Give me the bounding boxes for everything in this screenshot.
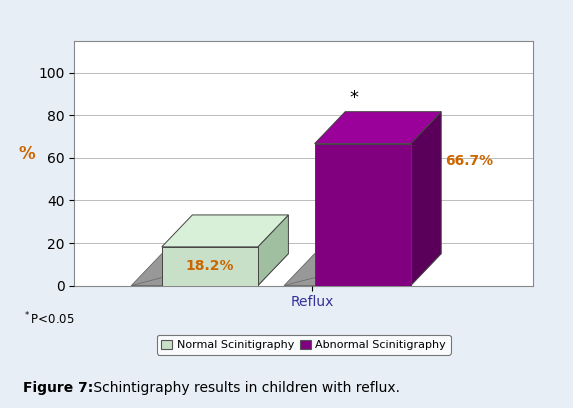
Bar — [162, 247, 258, 286]
Bar — [315, 144, 411, 286]
Polygon shape — [162, 215, 288, 247]
Polygon shape — [284, 277, 411, 286]
Polygon shape — [380, 254, 441, 286]
Polygon shape — [227, 254, 288, 286]
Polygon shape — [258, 215, 288, 286]
Text: Figure 7:: Figure 7: — [23, 381, 93, 395]
Polygon shape — [131, 277, 258, 286]
Text: 66.7%: 66.7% — [446, 154, 494, 168]
Polygon shape — [315, 112, 441, 144]
Y-axis label: %: % — [19, 145, 36, 163]
Text: Schintigraphy results in children with reflux.: Schintigraphy results in children with r… — [89, 381, 400, 395]
Text: 18.2%: 18.2% — [186, 259, 234, 273]
Text: $^*$P<0.05: $^*$P<0.05 — [23, 311, 74, 327]
Polygon shape — [284, 254, 411, 286]
Legend: Normal Scinitigraphy, Abnormal Scinitigraphy: Normal Scinitigraphy, Abnormal Scinitigr… — [157, 335, 450, 355]
Polygon shape — [411, 112, 441, 286]
Polygon shape — [131, 254, 258, 286]
Text: *: * — [350, 89, 358, 107]
